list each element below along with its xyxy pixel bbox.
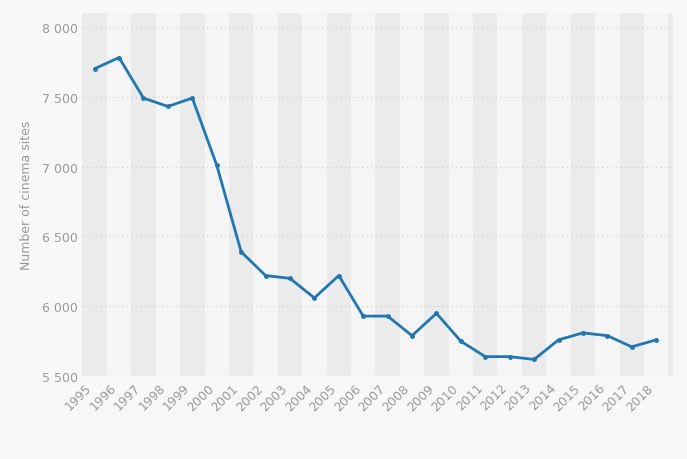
Bar — [425, 14, 449, 376]
Bar — [351, 14, 375, 376]
Bar — [644, 14, 668, 376]
Bar — [497, 14, 522, 376]
Bar — [302, 14, 326, 376]
Bar — [546, 14, 571, 376]
Bar — [668, 14, 673, 376]
Bar — [375, 14, 400, 376]
Bar — [595, 14, 620, 376]
Bar — [449, 14, 473, 376]
Bar — [229, 14, 254, 376]
Bar — [205, 14, 229, 376]
Bar — [131, 14, 156, 376]
Bar — [254, 14, 278, 376]
Bar — [400, 14, 425, 376]
Bar — [620, 14, 644, 376]
Bar — [571, 14, 595, 376]
Bar — [326, 14, 351, 376]
Bar — [522, 14, 546, 376]
Bar — [473, 14, 497, 376]
Bar — [156, 14, 180, 376]
Y-axis label: Number of cinema sites: Number of cinema sites — [20, 121, 33, 269]
Bar — [278, 14, 302, 376]
Bar — [180, 14, 205, 376]
Bar — [82, 14, 107, 376]
Bar — [107, 14, 131, 376]
